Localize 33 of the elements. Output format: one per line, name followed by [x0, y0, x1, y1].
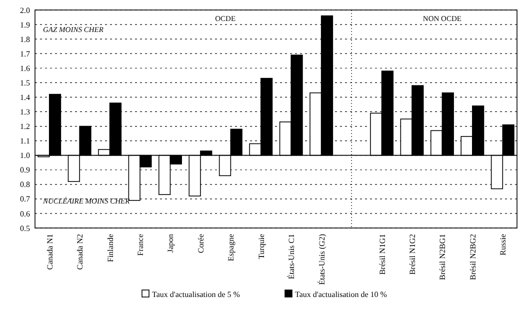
y-tick-label: 1.6	[20, 64, 30, 73]
y-tick-label: 1.1	[20, 136, 30, 146]
y-tick-label: 1.0	[20, 151, 30, 160]
x-tick-label: Espagne	[226, 234, 236, 262]
y-tick-label: 1.9	[20, 20, 30, 30]
y-tick-label: 1.3	[20, 108, 30, 117]
x-tick-label: Corée	[196, 234, 206, 254]
y-tick-label: 1.2	[20, 122, 30, 132]
x-tick-label: Brésil N2BG2	[468, 234, 478, 280]
x-tick-label: Canada N2	[76, 234, 85, 270]
x-tick-label: France	[136, 234, 146, 256]
x-tick-label: États-Unis C1	[287, 234, 296, 280]
x-tick-label: Brésil N1G2	[408, 234, 417, 275]
y-tick-label: 0.5	[20, 224, 30, 233]
y-tick-label: 0.9	[20, 166, 30, 175]
x-tick-label: Turquie	[256, 234, 266, 260]
y-tick-label: 0.8	[20, 180, 30, 190]
y-tick-label: 0.7	[20, 194, 30, 204]
x-tick-label: Brésil N2BG1	[438, 234, 448, 280]
x-tick-label: Canada N1	[45, 234, 54, 270]
legend-label: Taux d'actualisation de 5 %	[152, 290, 240, 299]
legend-label: Taux d'actualisation de 10 %	[295, 290, 388, 299]
y-tick-label: 1.5	[20, 78, 30, 88]
y-tick-label: 0.6	[20, 209, 30, 218]
y-tick-label: 1.4	[20, 93, 30, 102]
x-tick-label: Japon	[166, 234, 176, 253]
y-tick-label: 1.8	[20, 34, 30, 44]
x-tick-label: États-Unis (G2)	[317, 234, 326, 285]
y-tick-label: 1.7	[20, 49, 30, 58]
y-tick-label: 2.0	[20, 6, 30, 15]
x-tick-label: Brésil N1G1	[378, 234, 387, 275]
x-tick-label: Russie	[498, 234, 508, 256]
x-tick-label: Finlande	[106, 234, 115, 262]
